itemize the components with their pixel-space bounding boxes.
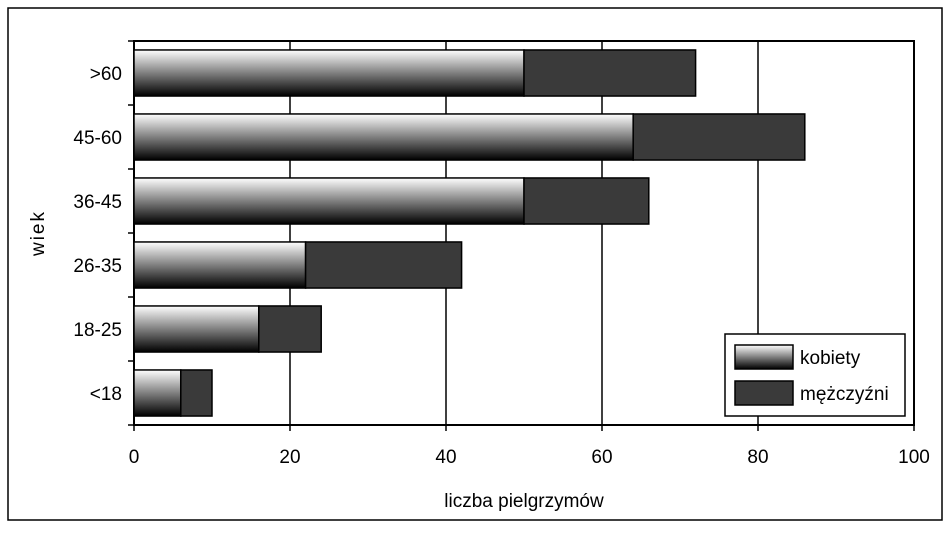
x-tick-label: 0 xyxy=(129,447,140,468)
x-tick-label: 20 xyxy=(279,447,300,468)
y-tick-label: 45-60 xyxy=(73,128,122,149)
bar-kobiety xyxy=(133,241,307,289)
bars xyxy=(133,49,806,417)
legend-swatch-kobiety xyxy=(734,344,794,370)
legend-swatch-mezczyzni xyxy=(734,380,794,406)
bar-kobiety xyxy=(133,369,182,417)
x-tick-label: 100 xyxy=(898,447,930,468)
legend-label-kobiety: kobiety xyxy=(800,348,861,369)
bar-mezczyzni xyxy=(304,241,463,289)
bar-mezczyzni xyxy=(180,369,213,417)
bar-mezczyzni xyxy=(523,177,650,225)
bar-kobiety xyxy=(133,177,525,225)
x-axis-title: liczba pielgrzymów xyxy=(444,491,604,512)
x-tick-label: 80 xyxy=(747,447,768,468)
legend: kobiety mężczyźni xyxy=(724,333,906,417)
x-axis-ticks: 0 20 40 60 80 100 xyxy=(129,425,930,468)
x-tick-label: 60 xyxy=(591,447,612,468)
y-tick-label: 36-45 xyxy=(73,192,122,213)
y-tick-label: 26-35 xyxy=(73,256,122,277)
bar-kobiety xyxy=(133,113,634,161)
bar-mezczyzni xyxy=(258,305,322,353)
y-tick-label: 18-25 xyxy=(73,320,122,341)
x-tick-label: 40 xyxy=(435,447,456,468)
y-tick-label: <18 xyxy=(90,384,122,405)
bar-mezczyzni xyxy=(523,49,697,97)
y-tick-label: >60 xyxy=(90,64,122,85)
y-axis-ticks: <18 18-25 26-35 36-45 45-60 >60 xyxy=(73,40,134,426)
bar-kobiety xyxy=(133,305,260,353)
bar-kobiety xyxy=(133,49,525,97)
y-axis-title: wiek xyxy=(28,210,49,257)
legend-label-mezczyzni: mężczyźni xyxy=(800,384,889,405)
bar-mezczyzni xyxy=(632,113,806,161)
